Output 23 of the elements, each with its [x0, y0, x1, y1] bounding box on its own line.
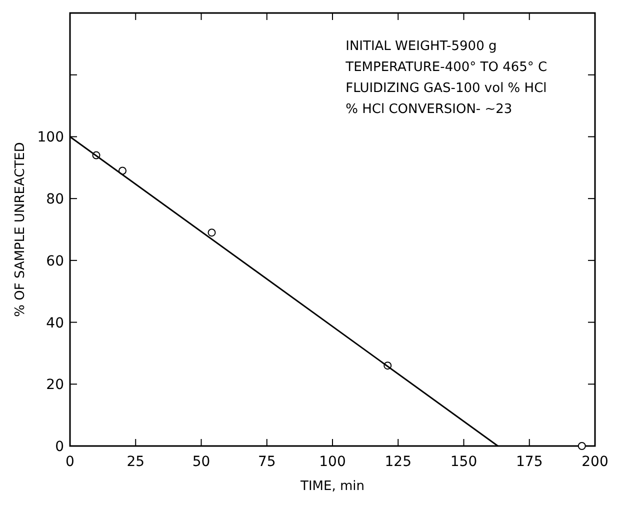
x-tick-label: 50 — [192, 454, 210, 470]
y-tick-label: 0 — [55, 439, 64, 455]
x-tick-label: 75 — [258, 454, 276, 470]
y-axis-title: % OF SAMPLE UNREACTED — [13, 142, 28, 317]
annotation: TEMPERATURE-400° TO 465° C — [344, 60, 548, 76]
point — [578, 442, 586, 450]
x-tick-label: 125 — [384, 454, 412, 470]
y-tick-label: 80 — [46, 192, 64, 208]
x-tick-label: 200 — [582, 454, 608, 470]
x-tick-label: 100 — [319, 454, 346, 470]
annotation: % HCl CONVERSION- ~23 — [346, 102, 512, 118]
x-tick-label: 175 — [516, 454, 543, 470]
y-tick-label: 40 — [46, 315, 64, 332]
x-axis-title: TIME, min — [300, 479, 364, 494]
x-tick-label: 25 — [126, 454, 145, 470]
point — [208, 228, 216, 237]
x-tick-label: 0 — [66, 454, 74, 470]
y-tick-label: 60 — [46, 253, 64, 270]
y-tick-label: 100 — [37, 130, 64, 146]
x-tick-label: 150 — [450, 454, 478, 470]
y-tick-label: 20 — [46, 377, 64, 394]
annotation: INITIAL WEIGHT-5900 g — [346, 39, 497, 54]
annotation: FLUIDIZING GAS-100 vol % HCl — [346, 81, 547, 96]
